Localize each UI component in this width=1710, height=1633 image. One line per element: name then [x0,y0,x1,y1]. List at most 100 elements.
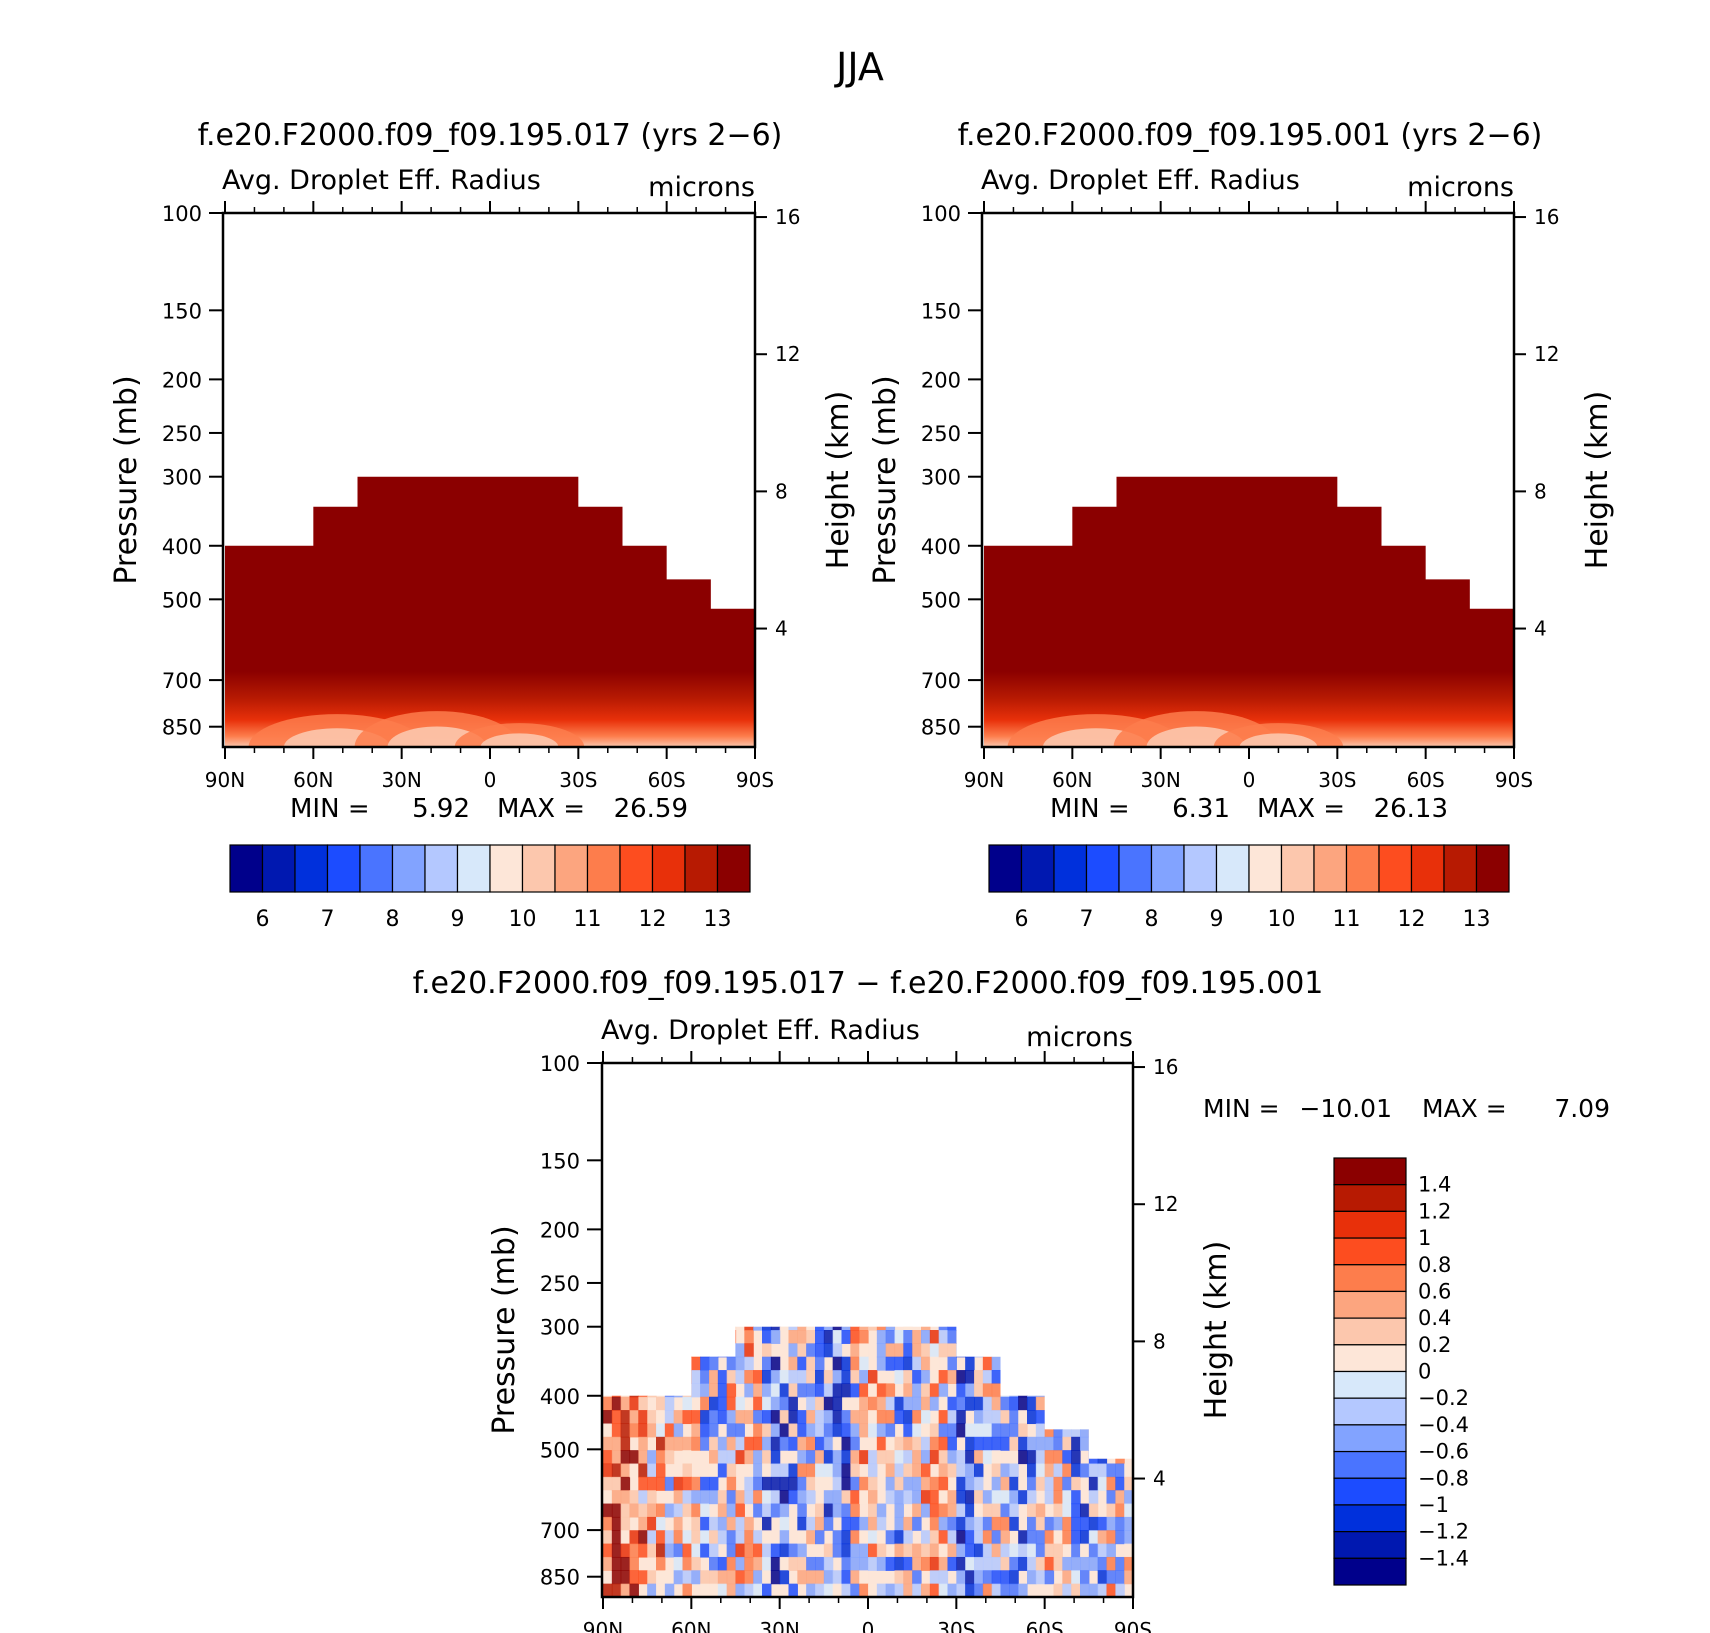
difference-cell [603,1476,613,1491]
difference-cell [682,1530,692,1545]
difference-cell [1115,1583,1125,1597]
difference-cell [965,1116,974,1130]
difference-cell [1062,1130,1071,1144]
cloud-region [984,476,1514,747]
y-tick-label: 700 [162,669,202,693]
difference-cell [815,1183,824,1197]
difference-cell [1035,1476,1046,1491]
difference-cell [885,1396,896,1411]
difference-cell [665,1130,674,1144]
difference-cell [1089,1170,1098,1184]
difference-cell [682,1516,692,1531]
colorbar-swatch [1085,844,1120,893]
difference-cell [603,1490,613,1505]
difference-cell [824,1290,833,1304]
difference-cell [815,1330,825,1344]
difference-cell [1000,1503,1010,1518]
difference-cell [683,1183,692,1197]
difference-cell [850,1170,859,1184]
difference-cell [859,1583,869,1597]
difference-cell [921,1530,931,1545]
difference-cell [1115,1516,1125,1531]
difference-cell [788,1326,798,1331]
difference-cell [868,1396,878,1411]
difference-cell [700,1183,709,1197]
colorbar-swatch [1345,844,1380,893]
difference-cell [1080,1197,1089,1211]
difference-cell [1053,1423,1063,1438]
difference-cell [832,1326,843,1331]
difference-cell [709,1423,719,1438]
difference-cell [806,1370,816,1384]
difference-cell [912,1130,921,1144]
difference-cell [762,1290,771,1304]
difference-cell [833,1237,842,1251]
difference-cell [779,1396,790,1411]
difference-cell [621,1103,630,1117]
difference-cell [647,1476,657,1491]
colorbar-label: −1.4 [1418,1546,1469,1570]
difference-cell [823,1503,834,1518]
difference-cell [806,1103,815,1117]
difference-cell [797,1383,807,1398]
difference-cell [629,1423,639,1438]
difference-cell [1045,1250,1054,1264]
difference-cell [895,1237,904,1251]
difference-cell [709,1530,719,1545]
difference-cell [992,1250,1001,1264]
difference-cell [753,1436,763,1451]
difference-cell [621,1197,630,1211]
difference-cell [664,1356,675,1371]
difference-cell [1018,1556,1028,1571]
difference-cell [762,1410,772,1425]
difference-cell [736,1210,745,1224]
difference-cell [1054,1197,1063,1211]
difference-cell [1018,1156,1027,1170]
difference-cell [921,1210,930,1224]
difference-cell [744,1130,753,1144]
difference-cell [1018,1330,1028,1344]
difference-cell [709,1556,719,1571]
difference-cell [1009,1183,1018,1197]
colorbar-label: −1 [1418,1493,1449,1517]
difference-cell [921,1143,930,1157]
difference-cell [991,1450,1002,1465]
difference-cell [912,1303,921,1317]
difference-cell [965,1543,975,1558]
difference-cell [833,1076,842,1090]
difference-cell [965,1197,974,1211]
difference-cell [770,1383,781,1398]
x-tick-label: 0 [1243,768,1256,792]
difference-cells [603,1076,1133,1597]
difference-cell [1071,1130,1080,1144]
difference-cell [762,1103,771,1117]
difference-cell [718,1250,727,1264]
difference-cell [850,1277,859,1291]
difference-cell [753,1450,763,1465]
difference-cell [921,1303,930,1317]
difference-cell [638,1410,648,1425]
difference-cell [1062,1530,1072,1545]
difference-cell [894,1450,904,1465]
difference-cell [823,1410,834,1425]
difference-cell [621,1143,630,1157]
difference-cell [903,1516,913,1531]
difference-cell [744,1143,753,1157]
difference-cell [991,1543,1002,1558]
difference-cell [674,1090,683,1104]
difference-cell [894,1530,904,1545]
difference-cell [621,1263,630,1277]
difference-cell [683,1250,692,1264]
colorbar-label: 0.4 [1418,1306,1451,1330]
difference-cell [611,1583,622,1597]
difference-cell [912,1423,922,1438]
difference-cell [1027,1116,1036,1130]
difference-cell [1001,1170,1010,1184]
difference-cell [903,1326,913,1331]
y-tick-label: 250 [162,422,202,446]
difference-cell [656,1116,665,1130]
difference-cell [718,1170,727,1184]
difference-cell [1115,1183,1124,1197]
difference-cell [1062,1303,1071,1317]
difference-cell [647,1250,656,1264]
